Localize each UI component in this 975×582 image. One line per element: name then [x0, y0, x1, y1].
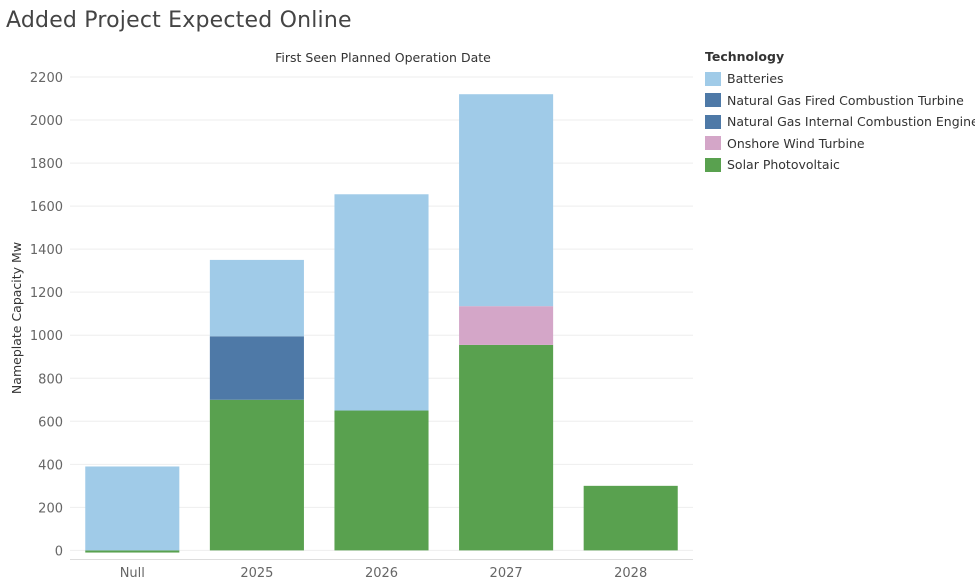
legend-item[interactable]: Onshore Wind Turbine — [705, 133, 975, 155]
x-tick-label: Null — [120, 566, 145, 581]
page-title: Added Project Expected Online — [6, 8, 352, 33]
y-tick-labels: 0 200 400 600 800 1000 1200 1400 1600 1800 2000 220… — [30, 71, 63, 559]
x-tick-label: 2028 — [614, 566, 647, 581]
stacked-bar-chart: 0 200 400 600 800 1000 1200 1400 1600 1800 2000 220… — [9, 50, 693, 581]
legend-label: Solar Photovoltaic — [727, 157, 840, 173]
y-tick-label: 1800 — [30, 157, 63, 172]
legend-swatch — [705, 71, 721, 86]
legend-item[interactable]: Natural Gas Internal Combustion Engine — [705, 111, 975, 133]
y-tick-label: 0 — [55, 544, 63, 559]
bar-segment[interactable] — [459, 306, 554, 345]
legend-items: Batteries Natural Gas Fired Combustion Tu… — [705, 68, 975, 176]
y-tick-label: 600 — [38, 415, 63, 430]
bar-segment[interactable] — [209, 336, 304, 400]
y-tick-label: 2000 — [30, 114, 63, 129]
legend-swatch — [705, 157, 721, 172]
y-tick-label: 1400 — [30, 243, 63, 258]
y-tick-label: 1000 — [30, 329, 63, 344]
legend-item[interactable]: Solar Photovoltaic — [705, 154, 975, 176]
legend-swatch — [705, 93, 721, 108]
bar-segment[interactable] — [334, 410, 429, 551]
legend-swatch — [705, 136, 721, 151]
legend: Technology Batteries Natural Gas Fired Co… — [705, 49, 975, 176]
bar-segment[interactable] — [85, 466, 180, 551]
y-axis-label: Nameplate Capacity Mw — [9, 242, 24, 394]
bar-segment[interactable] — [334, 194, 429, 411]
legend-item[interactable]: Natural Gas Fired Combustion Turbine — [705, 90, 975, 112]
x-tick-label: 2027 — [490, 566, 523, 581]
y-tick-label: 800 — [38, 372, 63, 387]
y-tick-label: 2200 — [30, 71, 63, 86]
legend-item[interactable]: Batteries — [705, 68, 975, 90]
bar-segment[interactable] — [209, 259, 304, 337]
legend-label: Onshore Wind Turbine — [727, 135, 865, 151]
y-tick-label: 200 — [38, 501, 63, 516]
legend-swatch — [705, 114, 721, 129]
x-tick-label: 2026 — [365, 566, 398, 581]
bar-segment[interactable] — [459, 94, 554, 307]
bars — [85, 94, 678, 553]
legend-label: Natural Gas Fired Combustion Turbine — [727, 92, 964, 108]
bar-segment[interactable] — [209, 399, 304, 551]
chart-title: First Seen Planned Operation Date — [275, 50, 491, 65]
bar-segment[interactable] — [459, 344, 554, 551]
legend-title: Technology — [705, 49, 785, 64]
bar-segment[interactable] — [85, 550, 180, 553]
y-tick-label: 1200 — [30, 286, 63, 301]
y-tick-label: 400 — [38, 458, 63, 473]
legend-label: Natural Gas Internal Combustion Engine — [727, 114, 975, 130]
x-tick-labels: Null 2025 2026 2027 2028 — [120, 566, 648, 581]
y-tick-label: 1600 — [30, 200, 63, 215]
x-tick-label: 2025 — [240, 566, 273, 581]
bar-segment[interactable] — [583, 485, 678, 551]
legend-label: Batteries — [727, 71, 784, 87]
